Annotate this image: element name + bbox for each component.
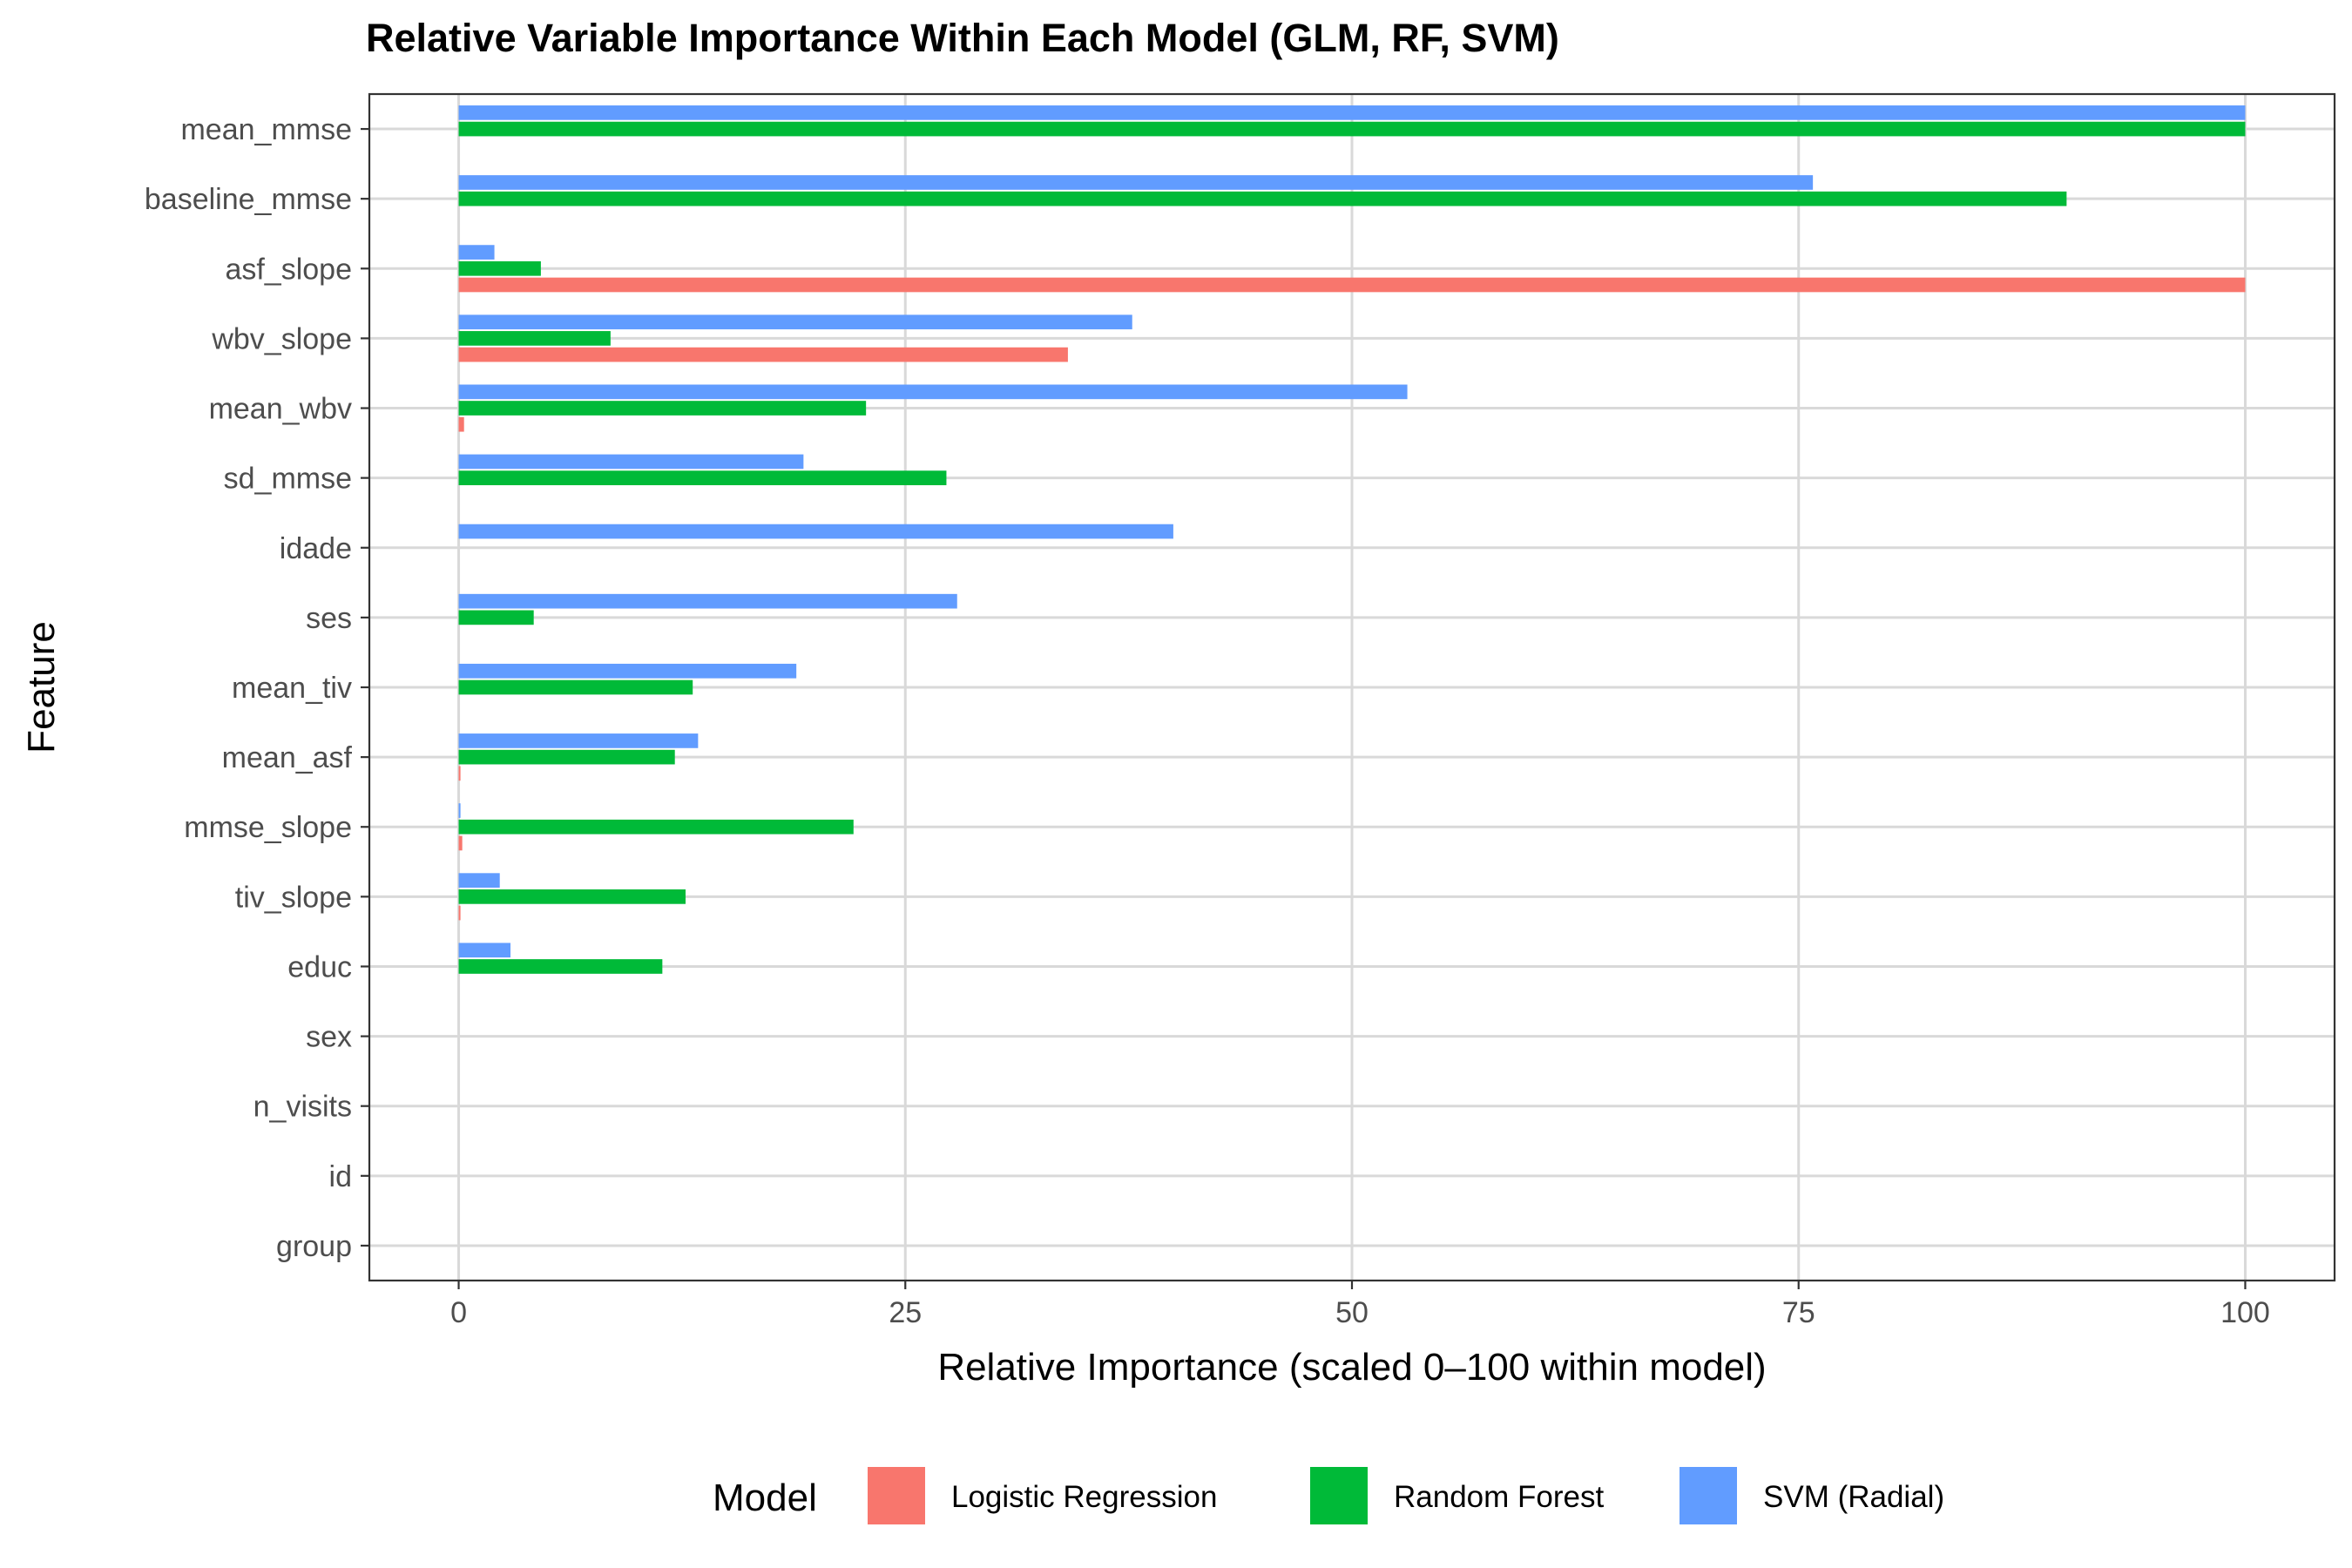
y-axis-title: Feature	[20, 621, 63, 754]
bar-mean_asf-svm-radial-	[458, 733, 699, 748]
y-tick-label-educ: educ	[287, 950, 352, 983]
bar-baseline_mmse-svm-radial-	[458, 175, 1814, 190]
x-tick-label-100: 100	[2220, 1296, 2270, 1329]
bar-sd_mmse-random-forest	[458, 470, 947, 485]
bar-tiv_slope-svm-radial-	[458, 873, 500, 889]
y-tick-label-sex: sex	[306, 1021, 352, 1054]
x-tick-label-0: 0	[450, 1296, 467, 1329]
y-tick-label-mean_wbv: mean_wbv	[209, 393, 352, 426]
bar-mean_tiv-svm-radial-	[458, 663, 797, 679]
bar-sd_mmse-svm-radial-	[458, 454, 804, 470]
y-tick-label-id: id	[329, 1160, 352, 1193]
bar-mean_tiv-random-forest	[458, 679, 693, 695]
bar-wbv_slope-logistic-regression	[458, 347, 1068, 362]
bar-educ-svm-radial-	[458, 943, 511, 958]
bar-wbv_slope-svm-radial-	[458, 314, 1132, 330]
bar-mean_wbv-svm-radial-	[458, 384, 1408, 400]
x-axis-title: Relative Importance (scaled 0–100 within…	[937, 1346, 1766, 1389]
bar-baseline_mmse-random-forest	[458, 191, 2067, 206]
bar-ses-random-forest	[458, 610, 534, 625]
bar-educ-random-forest	[458, 959, 663, 974]
bar-mean_wbv-random-forest	[458, 401, 867, 416]
bar-mmse_slope-logistic-regression	[458, 835, 463, 851]
legend-label-logistic-regression: Logistic Regression	[951, 1480, 1217, 1514]
bars	[458, 105, 2246, 974]
y-tick-label-mean_tiv: mean_tiv	[232, 672, 352, 705]
bar-mean_wbv-logistic-regression	[458, 416, 464, 432]
y-tick-label-tiv_slope: tiv_slope	[235, 881, 352, 914]
bar-asf_slope-logistic-regression	[458, 277, 2246, 293]
bar-mean_mmse-random-forest	[458, 121, 2246, 137]
legend-title: Model	[713, 1477, 817, 1519]
x-tick-label-50: 50	[1335, 1296, 1369, 1329]
bar-mmse_slope-random-forest	[458, 819, 854, 835]
bar-ses-svm-radial-	[458, 593, 957, 609]
legend: Model Logistic Regression Random Forest SVM…	[713, 1467, 1944, 1524]
bar-mean_asf-random-forest	[458, 749, 675, 765]
y-tick-label-mean_asf: mean_asf	[222, 741, 353, 774]
bar-asf_slope-svm-radial-	[458, 245, 495, 260]
y-tick-label-mean_mmse: mean_mmse	[180, 113, 352, 146]
bar-tiv_slope-logistic-regression	[458, 905, 461, 921]
chart-title: Relative Variable Importance Within Each…	[366, 16, 1559, 60]
legend-key-logistic-regression	[868, 1467, 925, 1524]
bar-mmse_slope-svm-radial-	[458, 803, 461, 818]
y-tick-label-baseline_mmse: baseline_mmse	[145, 183, 352, 216]
bar-mean_mmse-svm-radial-	[458, 105, 2246, 120]
bar-tiv_slope-random-forest	[458, 889, 686, 904]
y-tick-label-mmse_slope: mmse_slope	[184, 811, 352, 844]
legend-label-svm-radial-: SVM (Radial)	[1763, 1480, 1944, 1514]
y-tick-label-wbv_slope: wbv_slope	[211, 322, 352, 355]
y-tick-label-n_visits: n_visits	[253, 1091, 352, 1124]
y-tick-label-asf_slope: asf_slope	[225, 253, 352, 286]
bar-asf_slope-random-forest	[458, 260, 541, 276]
legend-label-random-forest: Random Forest	[1394, 1480, 1604, 1514]
y-tick-label-ses: ses	[306, 602, 352, 635]
y-tick-label-group: group	[276, 1230, 352, 1263]
y-tick-label-sd_mmse: sd_mmse	[224, 463, 352, 496]
axes: mean_mmse baseline_mmse asf_slope wbv_slope…	[145, 113, 2270, 1329]
y-tick-label-idade: idade	[280, 532, 352, 565]
x-tick-label-75: 75	[1782, 1296, 1815, 1329]
bar-idade-svm-radial-	[458, 524, 1173, 539]
bar-mean_asf-logistic-regression	[458, 766, 461, 781]
legend-key-random-forest	[1310, 1467, 1368, 1524]
bar-wbv_slope-random-forest	[458, 331, 611, 346]
legend-key-svm-radial-	[1680, 1467, 1737, 1524]
x-tick-label-25: 25	[889, 1296, 922, 1329]
